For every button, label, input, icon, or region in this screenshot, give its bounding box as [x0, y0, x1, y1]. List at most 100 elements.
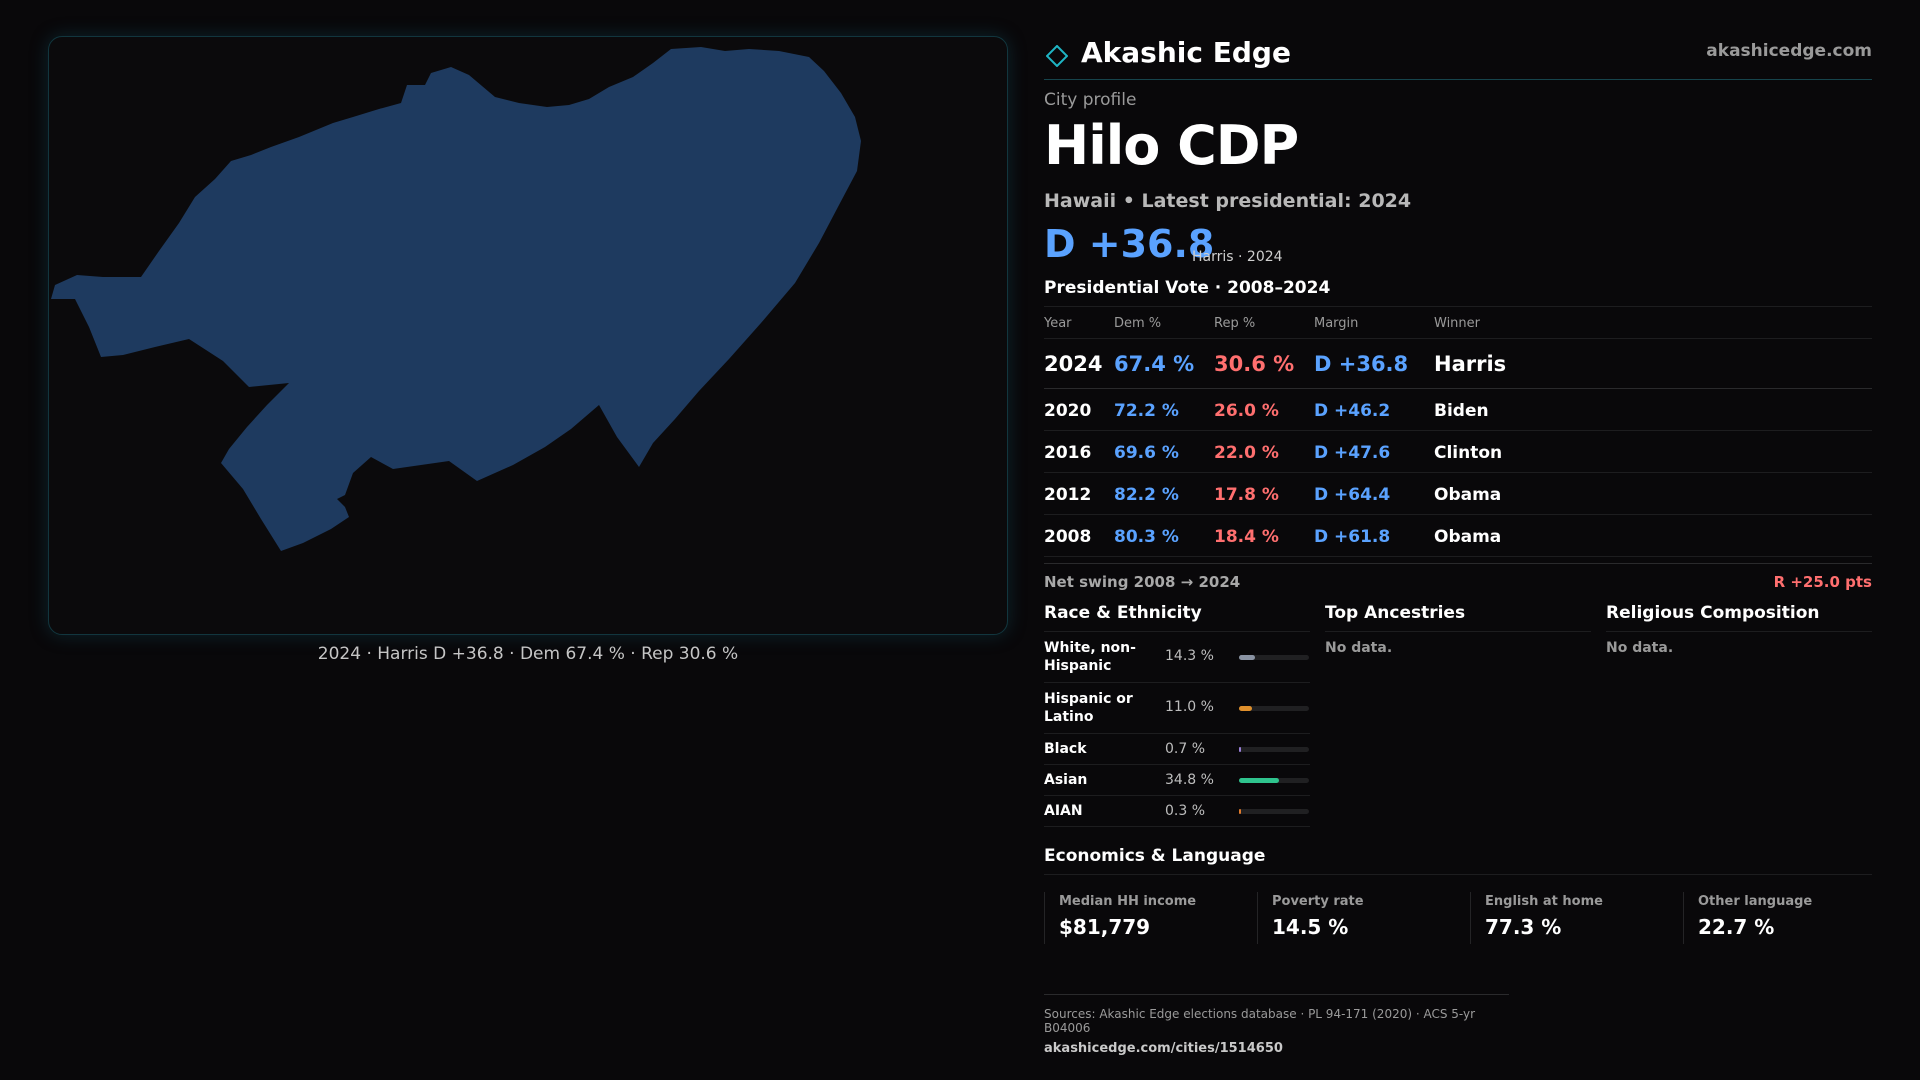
econ-label: Poverty rate [1272, 894, 1364, 909]
header-winner: Winner [1434, 316, 1481, 331]
row-year: 2008 [1044, 527, 1092, 547]
row-rep: 26.0 % [1214, 401, 1279, 421]
race-label: Hispanic or Latino [1044, 691, 1133, 725]
race-bar-fill [1239, 809, 1241, 814]
profile-subline: Hawaii • Latest presidential: 2024 [1044, 190, 1412, 212]
row-winner: Obama [1434, 527, 1502, 547]
econ-value: 14.5 % [1272, 915, 1349, 939]
row-year: 2020 [1044, 401, 1092, 421]
row-winner: Biden [1434, 401, 1489, 421]
race-bar-track [1239, 706, 1309, 711]
header-year: Year [1044, 316, 1072, 331]
city-boundary-fill [51, 47, 861, 551]
econ-cell-poverty-rate: Poverty rate 14.5 % [1257, 892, 1457, 944]
race-row: Asian 34.8 % [1044, 765, 1310, 796]
row-rep: 30.6 % [1214, 352, 1295, 376]
race-bar-fill [1239, 778, 1279, 783]
profile-panel: Akashic Edge akashicedge.com City profil… [1044, 0, 1872, 1080]
city-boundary-map [51, 47, 861, 551]
page-title: Hilo CDP [1044, 114, 1299, 177]
top-ancestries-title: Top Ancestries [1325, 600, 1591, 632]
table-row: 2020 72.2 % 26.0 % D +46.2 Biden [1044, 389, 1872, 431]
net-swing-row: Net swing 2008 → 2024 R +25.0 pts [1044, 563, 1872, 593]
race-percent: 34.8 % [1165, 772, 1214, 788]
race-label: Asian [1044, 772, 1088, 788]
sources-text: Sources: Akashic Edge elections database… [1044, 1007, 1476, 1035]
race-percent: 11.0 % [1165, 699, 1214, 715]
econ-value: 77.3 % [1485, 915, 1562, 939]
row-winner: Clinton [1434, 443, 1503, 463]
header-margin: Margin [1314, 316, 1359, 331]
religious-composition-section: Religious Composition No data. [1606, 600, 1872, 656]
row-margin: D +46.2 [1314, 401, 1391, 421]
row-margin: D +61.8 [1314, 527, 1391, 547]
brand-name: Akashic Edge [1081, 36, 1291, 69]
table-header: Year Dem % Rep % Margin Winner [1044, 307, 1872, 339]
table-row: 2024 67.4 % 30.6 % D +36.8 Harris [1044, 339, 1872, 389]
race-bar-fill [1239, 747, 1241, 752]
race-ethnicity-list: White, non-Hispanic 14.3 % Hispanic or Lat… [1044, 632, 1310, 827]
race-row: White, non-Hispanic 14.3 % [1044, 632, 1310, 683]
net-swing-value: R +25.0 pts [1773, 573, 1872, 591]
ancestries-empty: No data. [1325, 640, 1393, 656]
row-winner: Obama [1434, 485, 1502, 505]
row-dem: 72.2 % [1114, 401, 1179, 421]
brand-header: Akashic Edge akashicedge.com [1044, 28, 1872, 80]
row-rep: 17.8 % [1214, 485, 1279, 505]
race-row: Black 0.7 % [1044, 734, 1310, 765]
race-bar-track [1239, 809, 1309, 814]
page-url-link[interactable]: akashicedge.com/cities/1514650 [1044, 1041, 1283, 1056]
row-dem: 69.6 % [1114, 443, 1179, 463]
race-row: Hispanic or Latino 11.0 % [1044, 683, 1310, 734]
race-percent: 0.7 % [1165, 741, 1206, 757]
econ-cell-english-home: English at home 77.3 % [1470, 892, 1670, 944]
econ-label: Other language [1698, 894, 1813, 909]
race-percent: 14.3 % [1165, 648, 1214, 664]
race-label: Black [1044, 741, 1087, 757]
race-bar-fill [1239, 655, 1255, 660]
race-bar-fill [1239, 706, 1252, 711]
row-year: 2024 [1044, 352, 1103, 376]
top-ancestries-section: Top Ancestries No data. [1325, 600, 1591, 656]
sources-footer: Sources: Akashic Edge elections database… [1044, 994, 1509, 1056]
row-year: 2016 [1044, 443, 1092, 463]
header-dem: Dem % [1114, 316, 1162, 331]
latest-margin-note: Harris · 2024 [1192, 249, 1283, 265]
race-bar-track [1239, 655, 1309, 660]
econ-value: 22.7 % [1698, 915, 1775, 939]
econ-label: Median HH income [1059, 894, 1197, 909]
econ-value: $81,779 [1059, 915, 1151, 939]
economics-language-title: Economics & Language [1044, 843, 1872, 875]
row-rep: 22.0 % [1214, 443, 1279, 463]
religion-empty: No data. [1606, 640, 1674, 656]
row-winner: Harris [1434, 352, 1507, 376]
row-margin: D +36.8 [1314, 352, 1409, 376]
race-ethnicity-section: Race & Ethnicity White, non-Hispanic 14.3… [1044, 600, 1310, 827]
econ-cell-median-income: Median HH income $81,779 [1044, 892, 1244, 944]
race-percent: 0.3 % [1165, 803, 1206, 819]
race-row: AIAN 0.3 % [1044, 796, 1310, 827]
header-rep: Rep % [1214, 316, 1256, 331]
race-label: AIAN [1044, 803, 1083, 819]
latest-margin: D +36.8 [1044, 222, 1215, 266]
race-bar-track [1239, 747, 1309, 752]
brand-url-link[interactable]: akashicedge.com [1706, 41, 1872, 61]
row-margin: D +47.6 [1314, 443, 1391, 463]
row-year: 2012 [1044, 485, 1092, 505]
presidential-vote-title: Presidential Vote · 2008–2024 [1044, 278, 1331, 298]
row-dem: 67.4 % [1114, 352, 1195, 376]
profile-kicker: City profile [1044, 90, 1137, 110]
religious-composition-title: Religious Composition [1606, 600, 1872, 632]
row-margin: D +64.4 [1314, 485, 1391, 505]
table-row: 2008 80.3 % 18.4 % D +61.8 Obama [1044, 515, 1872, 557]
row-dem: 80.3 % [1114, 527, 1179, 547]
row-rep: 18.4 % [1214, 527, 1279, 547]
presidential-vote-table: Year Dem % Rep % Margin Winner 2024 67.4… [1044, 306, 1872, 557]
race-ethnicity-title: Race & Ethnicity [1044, 600, 1310, 632]
net-swing-label: Net swing 2008 → 2024 [1044, 573, 1241, 591]
diamond-logo-icon [1046, 45, 1068, 67]
map-panel[interactable] [48, 36, 1008, 635]
map-caption: 2024 · Harris D +36.8 · Dem 67.4 % · Rep… [317, 644, 739, 664]
race-label: White, non-Hispanic [1044, 640, 1136, 674]
